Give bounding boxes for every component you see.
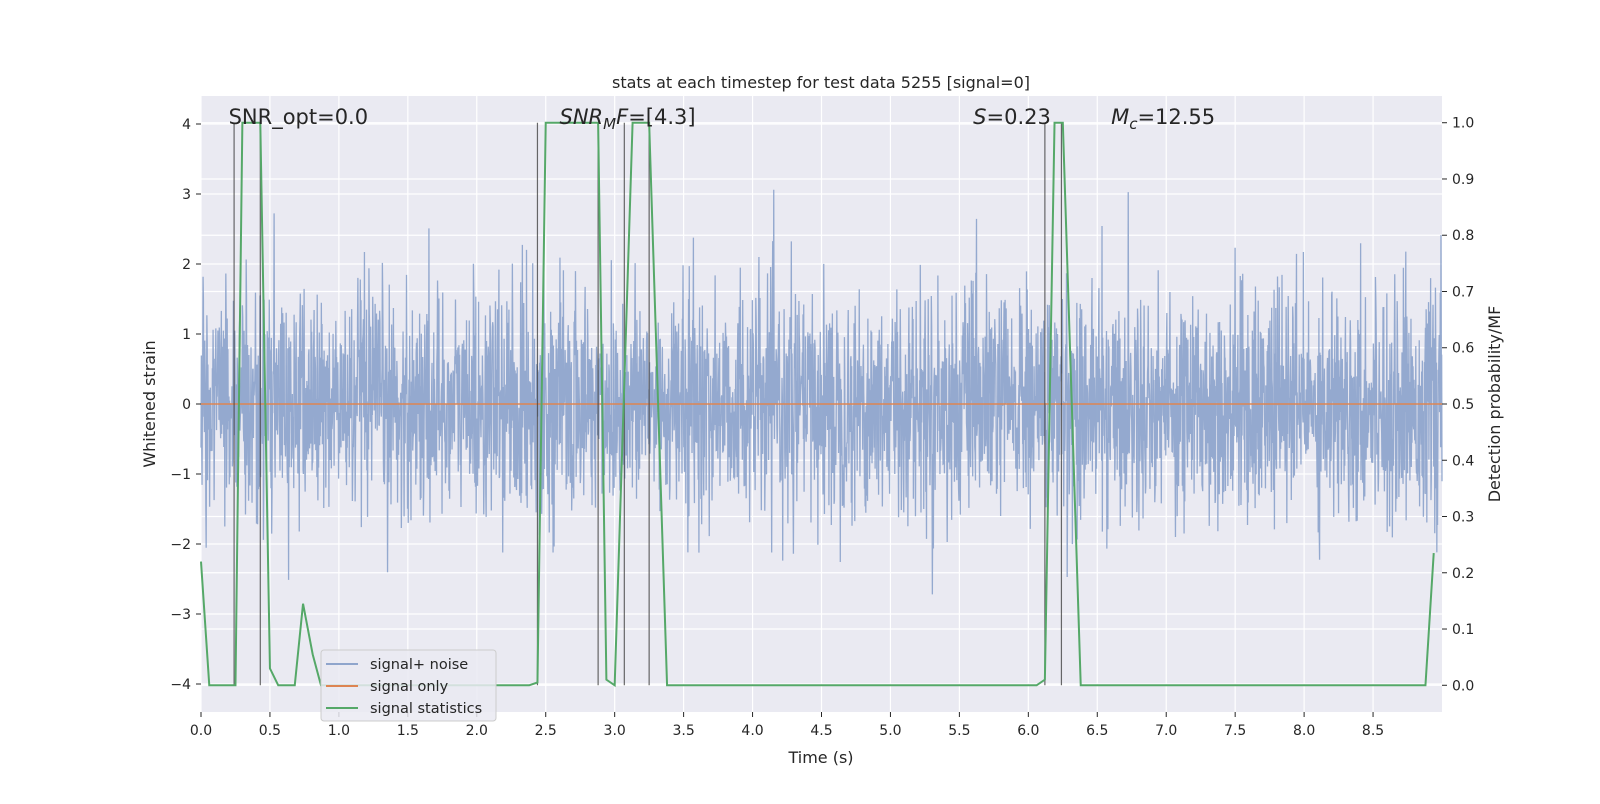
yr-tick-label-6: 0.6 [1452,341,1474,357]
signal-noise-line [200,189,1443,595]
yl-tick-label-8: 4 [182,117,191,133]
x-axis-label: Time (s) [787,748,853,767]
yl-tick-label-0: −4 [170,677,191,693]
yr-tick-label-10: 1.0 [1452,116,1474,132]
x-axis-ticks: 0.0 0.5 1.0 1.5 2.0 2.5 3.0 3.5 4.0 4.5 5.0 5.5 6.0 6… [190,712,1384,739]
y-axis-right-ticks: 0.0 0.1 0.2 0.3 0.4 0.5 0.6 0.7 0.8 0.9 1.0 [1442,116,1474,694]
x-tick-label-16: 8.0 [1293,723,1315,739]
x-tick-label-9: 4.5 [810,723,832,739]
x-tick-label-4: 2.0 [466,723,488,739]
y-axis-left-label: Whitened strain [140,340,159,467]
yr-tick-label-3: 0.3 [1452,510,1474,526]
x-tick-label-12: 6.0 [1017,723,1039,739]
yl-tick-label-1: −3 [170,607,191,623]
yr-tick-label-4: 0.4 [1452,453,1474,469]
signal-noise-series [200,189,1443,595]
legend-label-0: signal+ noise [370,657,468,673]
x-tick-label-13: 6.5 [1086,723,1108,739]
annotation-2: S=0.23 [973,105,1051,129]
yr-tick-label-9: 0.9 [1452,172,1474,188]
legend-label-2: signal statistics [370,701,482,717]
yr-tick-label-8: 0.8 [1452,228,1474,244]
yr-tick-label-0: 0.0 [1452,678,1474,694]
yl-tick-label-3: −1 [170,467,191,483]
annotation-3: Mc=12.55 [1111,105,1215,133]
x-tick-label-6: 3.0 [604,723,626,739]
yr-tick-label-2: 0.2 [1452,566,1474,582]
x-tick-label-17: 8.5 [1362,723,1384,739]
x-tick-label-5: 2.5 [535,723,557,739]
x-tick-label-15: 7.5 [1224,723,1246,739]
x-tick-label-1: 0.5 [259,723,281,739]
x-tick-label-0: 0.0 [190,723,212,739]
x-tick-label-14: 7.0 [1155,723,1177,739]
annotations: SNR_opt=0.0 SNRMF=[4.3] S=0.23 Mc=12.55 [229,105,1216,133]
signal-statistics-line [200,121,1435,688]
yr-tick-label-5: 0.5 [1452,397,1474,413]
chart-title: stats at each timestep for test data 525… [612,73,1030,92]
yl-tick-label-2: −2 [170,537,191,553]
x-tick-label-10: 5.0 [879,723,901,739]
yr-tick-label-1: 0.1 [1452,622,1474,638]
x-tick-label-7: 3.5 [672,723,694,739]
signal-statistics-series [200,121,1435,688]
yl-tick-label-6: 2 [182,257,191,273]
x-tick-label-3: 1.5 [397,723,419,739]
legend: signal+ noise signal only signal statistic… [320,649,497,722]
y-axis-left-ticks: −4 −3 −2 −1 0 1 2 3 4 [170,117,201,693]
legend-box [320,649,497,722]
annotation-1: SNRMF=[4.3] [560,105,696,133]
yl-tick-label-4: 0 [182,397,191,413]
x-tick-label-8: 4.0 [741,723,763,739]
yr-tick-label-7: 0.7 [1452,284,1474,300]
annotation-0: SNR_opt=0.0 [229,105,369,130]
yl-tick-label-7: 3 [182,187,191,203]
y-axis-right-label: Detection probability/MF [1485,306,1504,503]
x-tick-label-2: 1.0 [328,723,350,739]
legend-label-1: signal only [370,679,449,695]
yl-tick-label-5: 1 [182,327,191,343]
x-tick-label-11: 5.5 [948,723,970,739]
